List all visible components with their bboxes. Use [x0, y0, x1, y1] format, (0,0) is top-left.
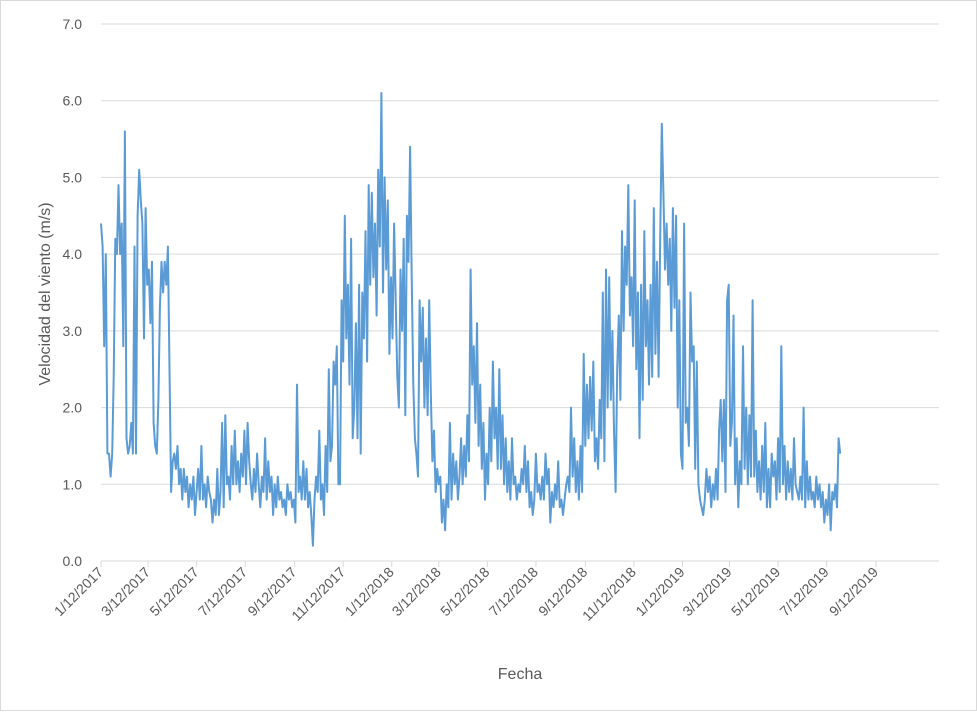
- y-tick-label: 0.0: [63, 553, 83, 569]
- y-tick-label: 7.0: [63, 16, 83, 32]
- y-tick-label: 6.0: [63, 93, 83, 109]
- series-line: [100, 92, 842, 547]
- x-tick-label: 1/12/2018: [342, 564, 398, 620]
- series-group: [100, 92, 842, 547]
- x-tick-label: 7/12/2019: [776, 564, 832, 620]
- x-tick-label: 1/12/2019: [632, 564, 688, 620]
- x-tick-label: 3/12/2017: [98, 564, 154, 620]
- x-axis-title: Fecha: [498, 666, 543, 683]
- y-tick-label: 1.0: [63, 476, 83, 492]
- x-tick-label: 7/12/2017: [195, 564, 251, 620]
- y-tick-label: 3.0: [63, 323, 83, 339]
- x-tick-label: 1/12/2017: [51, 564, 107, 620]
- x-tick-label: 5/12/2017: [146, 564, 202, 620]
- x-tick-label: 5/12/2018: [437, 564, 493, 620]
- y-axis-title: Velocidad del viento (m/s): [37, 202, 54, 385]
- x-tick-label: 3/12/2018: [389, 564, 445, 620]
- y-tick-label: 2.0: [63, 400, 83, 416]
- y-tick-label: 4.0: [63, 246, 83, 262]
- x-tick-label: 5/12/2019: [728, 564, 784, 620]
- y-tick-label: 5.0: [63, 169, 83, 185]
- x-tick-label: 7/12/2018: [486, 564, 542, 620]
- x-tick-label: 3/12/2019: [679, 564, 735, 620]
- x-tick-label: 9/12/2019: [826, 564, 882, 620]
- y-axis-tick-labels: 0.0 1.0 2.0 3.0 4.0 5.0 6.0 7.0: [63, 16, 83, 569]
